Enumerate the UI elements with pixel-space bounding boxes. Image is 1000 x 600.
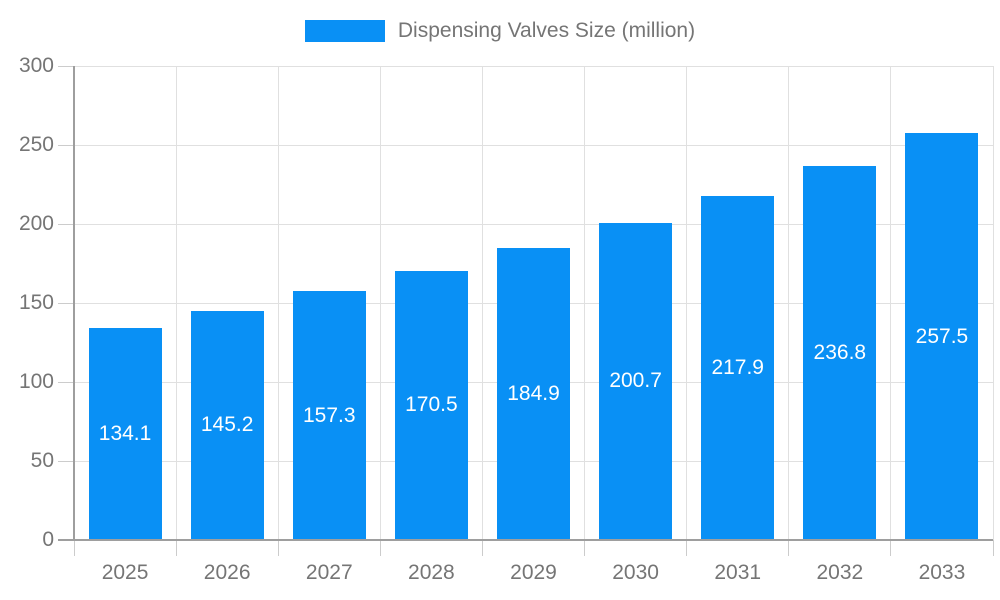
bar-value-label: 134.1 <box>98 422 152 446</box>
bar-2030[interactable]: 200.7 <box>599 222 673 540</box>
x-axis-label: 2028 <box>408 561 455 584</box>
x-axis-tick <box>175 540 177 556</box>
y-axis-tick <box>58 460 74 462</box>
bar-value-label: 217.9 <box>711 355 764 379</box>
bar-value-label: 236.8 <box>813 340 867 364</box>
bar-value-label: 200.7 <box>609 369 662 393</box>
plot-area: 0 50 100 150 200 250 300 134.1 2025 145.2 2026 157.… <box>19 54 994 584</box>
gridline-horizontal <box>74 223 993 225</box>
bar-2031[interactable]: 217.9 <box>701 195 775 540</box>
y-axis-tick-label: 300 <box>18 54 54 77</box>
y-axis-tick-label: 250 <box>18 133 54 156</box>
y-axis-tick-label: 0 <box>42 528 54 551</box>
bar-2028[interactable]: 170.5 <box>394 270 468 540</box>
gridline-vertical <box>379 66 381 540</box>
x-axis-tick <box>686 540 688 556</box>
x-axis-label: 2031 <box>714 561 762 584</box>
x-axis-label: 2033 <box>918 561 966 584</box>
bar-value-label: 145.2 <box>200 413 254 437</box>
bar-2032[interactable]: 236.8 <box>803 165 877 540</box>
x-axis-tick <box>379 540 381 556</box>
y-axis-tick <box>58 302 74 304</box>
bar-value-label: 170.5 <box>405 393 458 417</box>
y-axis-tick <box>58 144 74 146</box>
gridline-vertical <box>890 66 892 540</box>
x-axis-label: 2026 <box>203 561 251 584</box>
gridline-horizontal <box>74 65 993 67</box>
x-axis-tick <box>890 540 892 556</box>
legend[interactable]: Dispensing Valves Size (million) <box>0 19 1000 43</box>
gridline-vertical <box>584 66 586 540</box>
x-axis-line <box>58 539 993 541</box>
x-axis-label: 2025 <box>101 561 149 584</box>
gridline-horizontal <box>74 144 993 146</box>
gridline-vertical <box>481 66 483 540</box>
bar-2029[interactable]: 184.9 <box>497 247 570 540</box>
y-axis-tick-label: 100 <box>18 370 54 393</box>
y-axis-tick <box>58 381 74 383</box>
y-axis-tick-label: 150 <box>18 291 54 314</box>
legend-swatch[interactable] <box>304 20 385 42</box>
bar-2026[interactable]: 145.2 <box>190 310 264 540</box>
x-axis-tick <box>277 540 279 556</box>
bar-2033[interactable]: 257.5 <box>905 133 979 540</box>
gridline-vertical <box>788 66 790 540</box>
y-axis-line <box>73 66 75 540</box>
x-axis-tick <box>481 540 483 556</box>
x-axis-label: 2029 <box>510 561 557 584</box>
gridline-vertical <box>175 66 177 540</box>
x-axis-tick <box>992 540 994 556</box>
gridline-vertical <box>277 66 279 540</box>
gridline-vertical <box>992 66 994 540</box>
x-axis-label: 2027 <box>305 561 353 584</box>
x-axis-tick <box>73 540 75 556</box>
x-axis-tick <box>584 540 586 556</box>
y-axis-tick-label: 50 <box>30 449 54 472</box>
x-axis-label: 2030 <box>612 561 659 584</box>
bar-value-label: 184.9 <box>507 381 560 405</box>
legend-label: Dispensing Valves Size (million) <box>397 19 696 42</box>
x-axis-tick <box>788 540 790 556</box>
bar-value-label: 257.5 <box>915 324 969 348</box>
gridline-vertical <box>686 66 688 540</box>
bar-value-label: 157.3 <box>302 403 356 427</box>
bar-2025[interactable]: 134.1 <box>88 328 162 540</box>
y-axis-tick <box>58 65 74 67</box>
y-axis-tick <box>58 223 74 225</box>
bar-2027[interactable]: 157.3 <box>292 291 366 540</box>
y-axis-tick-label: 200 <box>18 212 54 235</box>
x-axis-label: 2032 <box>816 561 864 584</box>
